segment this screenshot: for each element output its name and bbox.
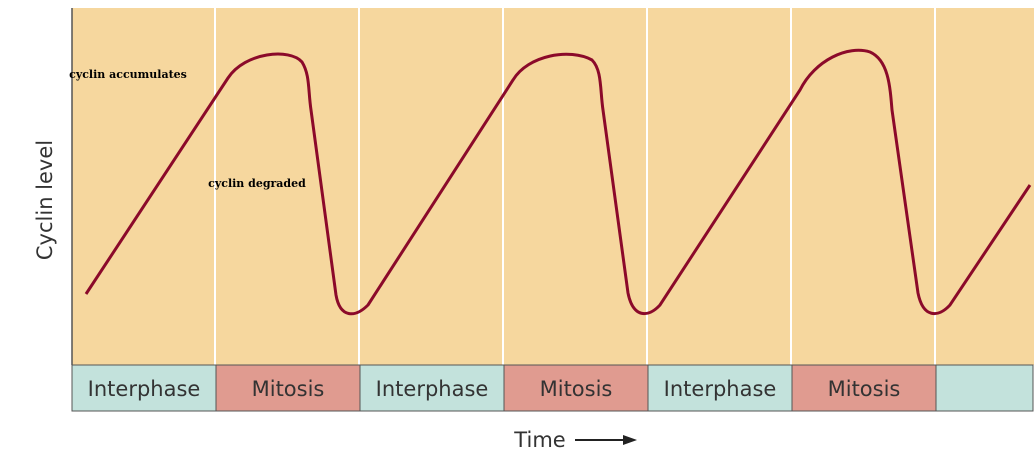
x-axis-label: Time — [513, 428, 565, 452]
phase-label: Mitosis — [540, 377, 613, 401]
phase-cell — [791, 364, 937, 412]
y-axis-label: Cyclin level — [33, 140, 57, 260]
phase-cell — [503, 364, 649, 412]
annotation: cyclin degraded — [208, 177, 306, 190]
divider-lines — [214, 8, 936, 365]
phase-label: Interphase — [376, 377, 489, 401]
phase-label: Interphase — [88, 377, 201, 401]
time-arrow — [575, 435, 637, 445]
phase-label: Mitosis — [828, 377, 901, 401]
phase-label: Mitosis — [252, 377, 325, 401]
cyclin-curve — [84, 48, 1032, 316]
phase-cell — [215, 364, 361, 412]
phase-bar: Interphase Mitosis Interphase Mitosis Interp… — [71, 364, 1034, 412]
phase-cell — [647, 364, 793, 412]
phase-label: Interphase — [664, 377, 777, 401]
phase-cell — [934, 364, 1034, 412]
annotation: cyclin accumulates — [69, 68, 187, 81]
phase-cell — [71, 364, 217, 412]
plot-area — [72, 8, 1034, 365]
